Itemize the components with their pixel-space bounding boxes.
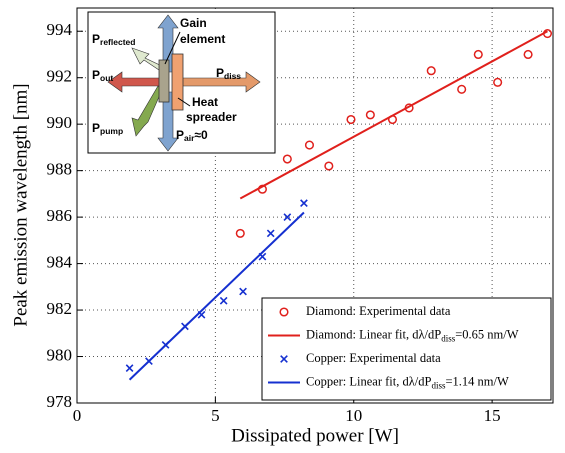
legend-label: Copper: Experimental data <box>306 351 441 365</box>
inset-label: element <box>180 32 225 46</box>
inset-arrow <box>131 85 163 137</box>
y-tick-label: 990 <box>47 113 73 132</box>
marker <box>235 228 245 238</box>
marker <box>457 84 467 94</box>
legend-label: Diamond: Experimental data <box>306 304 451 318</box>
inset-label: Preflected <box>92 32 135 47</box>
x-tick-label: 10 <box>345 406 362 425</box>
x-axis-label: Dissipated power [W] <box>231 425 399 446</box>
marker <box>239 287 247 296</box>
inset-label: Pair≈0 <box>176 128 208 143</box>
inset-label: Heat <box>192 95 218 109</box>
marker <box>266 229 275 238</box>
legend-text: Diamond: Experimental data <box>306 304 451 318</box>
fit-line <box>128 211 305 381</box>
pointer <box>164 31 181 65</box>
y-tick-label: 988 <box>47 160 73 179</box>
inset-text: P <box>216 66 224 80</box>
inset-arrow <box>175 71 261 93</box>
legend-text: diss <box>431 381 446 391</box>
marker <box>493 77 503 87</box>
y-tick-label: 982 <box>47 299 73 318</box>
legend-label: Copper: Linear fit, dλ/dPdiss=1.14 nm/W <box>306 374 509 390</box>
marker <box>304 140 315 150</box>
legend-label: Diamond: Linear fit, dλ/dPdiss=0.65 nm/W <box>306 327 519 343</box>
marker <box>125 364 134 373</box>
legend-text: diss <box>441 334 456 344</box>
inset-text: diss <box>224 71 241 81</box>
x-tick-label: 5 <box>211 406 220 425</box>
inset-text: P <box>176 128 184 142</box>
marker <box>346 114 356 125</box>
y-tick-label: 992 <box>47 67 73 86</box>
inset-label: Gain <box>180 16 207 30</box>
inset-text: P <box>92 68 100 82</box>
marker <box>219 296 228 305</box>
inset-label: Ppump <box>92 121 123 136</box>
inset-text: air <box>184 133 195 143</box>
inset-text: P <box>92 32 100 46</box>
marker <box>282 154 292 164</box>
inset-label: spreader <box>186 110 237 124</box>
y-tick-label: 978 <box>47 392 73 411</box>
inset-text: out <box>100 73 113 83</box>
inset-text: P <box>92 121 100 135</box>
inset-text: pump <box>100 126 123 136</box>
fit-line <box>239 30 548 200</box>
legend-text: Copper: Experimental data <box>306 351 441 365</box>
marker <box>300 199 308 208</box>
x-tick-label: 15 <box>484 406 501 425</box>
inset-label: Pdiss <box>216 66 241 81</box>
inset-text: ≈0 <box>194 128 208 142</box>
y-tick-label: 984 <box>47 252 73 271</box>
marker <box>473 49 483 60</box>
y-tick-label: 980 <box>47 345 73 364</box>
pointer <box>177 97 191 107</box>
marker <box>523 49 533 60</box>
inset-arrow <box>107 71 161 93</box>
gain-element <box>158 59 170 103</box>
plot-frame <box>76 7 554 404</box>
legend-marker <box>280 355 288 363</box>
legend-text: Diamond: Linear fit, dλ/dP <box>306 327 441 341</box>
y-axis-label: Peak emission wavelength [nm] <box>10 83 31 326</box>
legend-box <box>261 297 552 401</box>
inset-label: Pout <box>92 68 113 83</box>
marker <box>426 66 436 76</box>
y-tick-label: 994 <box>47 20 73 39</box>
marker <box>283 213 292 221</box>
legend-text: Copper: Linear fit, dλ/dP <box>306 374 432 388</box>
x-tick-label: 0 <box>73 406 82 425</box>
y-tick-label: 986 <box>47 206 73 225</box>
legend-text: =1.14 nm/W <box>446 374 509 388</box>
marker <box>365 110 375 120</box>
heat-spreader <box>171 53 184 111</box>
legend-marker <box>279 307 289 317</box>
legend-text: =0.65 nm/W <box>455 327 518 341</box>
marker <box>324 161 334 171</box>
inset-text: reflected <box>100 37 135 47</box>
